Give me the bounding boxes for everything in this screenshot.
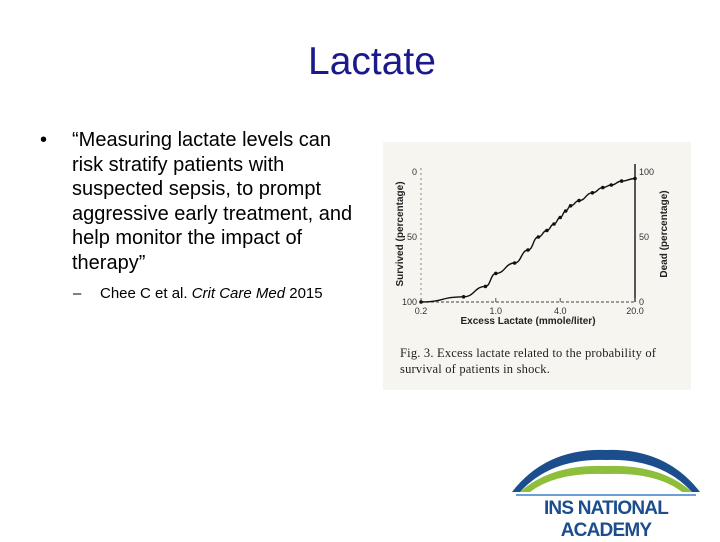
bullet-list: • “Measuring lactate levels can risk str…: [40, 128, 360, 302]
figure-panel: 0.2 1.0 4.0 20.0 0 50 100 100 50 0 Survived (perc…: [383, 142, 691, 390]
citation-authors: Chee C et al.: [100, 285, 192, 302]
data-point: [536, 235, 541, 239]
y-left-label: Survived (percentage): [395, 181, 406, 286]
bullet-marker: •: [40, 129, 48, 151]
x-tick-label: 20.0: [626, 306, 644, 316]
y-right-label: Dead (percentage): [659, 190, 670, 277]
x-axis-label: Excess Lactate (mmole/liter): [460, 316, 595, 327]
y-right-tick-label: 50: [639, 232, 649, 242]
y-left-tick-label: 100: [402, 297, 417, 307]
data-point: [483, 284, 488, 289]
data-point: [558, 215, 563, 220]
data-point: [526, 248, 530, 252]
bullet-text: “Measuring lactate levels can risk strat…: [72, 129, 353, 274]
data-point: [568, 204, 573, 208]
plot-frame: [420, 164, 636, 303]
data-point: [512, 261, 517, 265]
ins-logo: INS NATIONAL ACADEMY: [506, 442, 706, 541]
citation-year: 2015: [285, 285, 323, 302]
citation-dash: –: [73, 285, 82, 302]
citation-journal: Crit Care Med: [191, 285, 286, 302]
data-point: [419, 300, 423, 304]
slide-title: Lactate: [308, 40, 436, 83]
logo-text: INS NATIONAL ACADEMY: [543, 498, 669, 541]
citation: – Chee C et al. Crit Care Med 2015: [40, 285, 360, 302]
figure-caption: Fig. 3. Excess lactate related to the pr…: [400, 346, 657, 376]
y-right-tick-label: 100: [639, 167, 654, 177]
data-point: [563, 209, 568, 213]
data-point: [552, 222, 556, 226]
bullet-item: • “Measuring lactate levels can risk str…: [40, 128, 360, 275]
y-right-tick-label: 0: [639, 297, 644, 307]
data-point: [590, 191, 595, 195]
data-point: [609, 183, 614, 187]
data-point: [545, 228, 549, 233]
data-point: [633, 176, 637, 181]
x-tick-label: 0.2: [415, 306, 428, 316]
data-point: [600, 185, 605, 190]
bridge-arc-icon: [512, 449, 700, 496]
data-point: [577, 198, 581, 203]
y-left-tick-label: 50: [407, 232, 417, 242]
data-point: [461, 295, 466, 299]
sigmoid-curve: [420, 177, 636, 303]
x-tick-label: 4.0: [554, 306, 567, 316]
data-point: [619, 179, 624, 183]
data-point: [493, 271, 498, 276]
y-left-tick-label: 0: [412, 167, 417, 177]
x-tick-label: 1.0: [490, 306, 503, 316]
